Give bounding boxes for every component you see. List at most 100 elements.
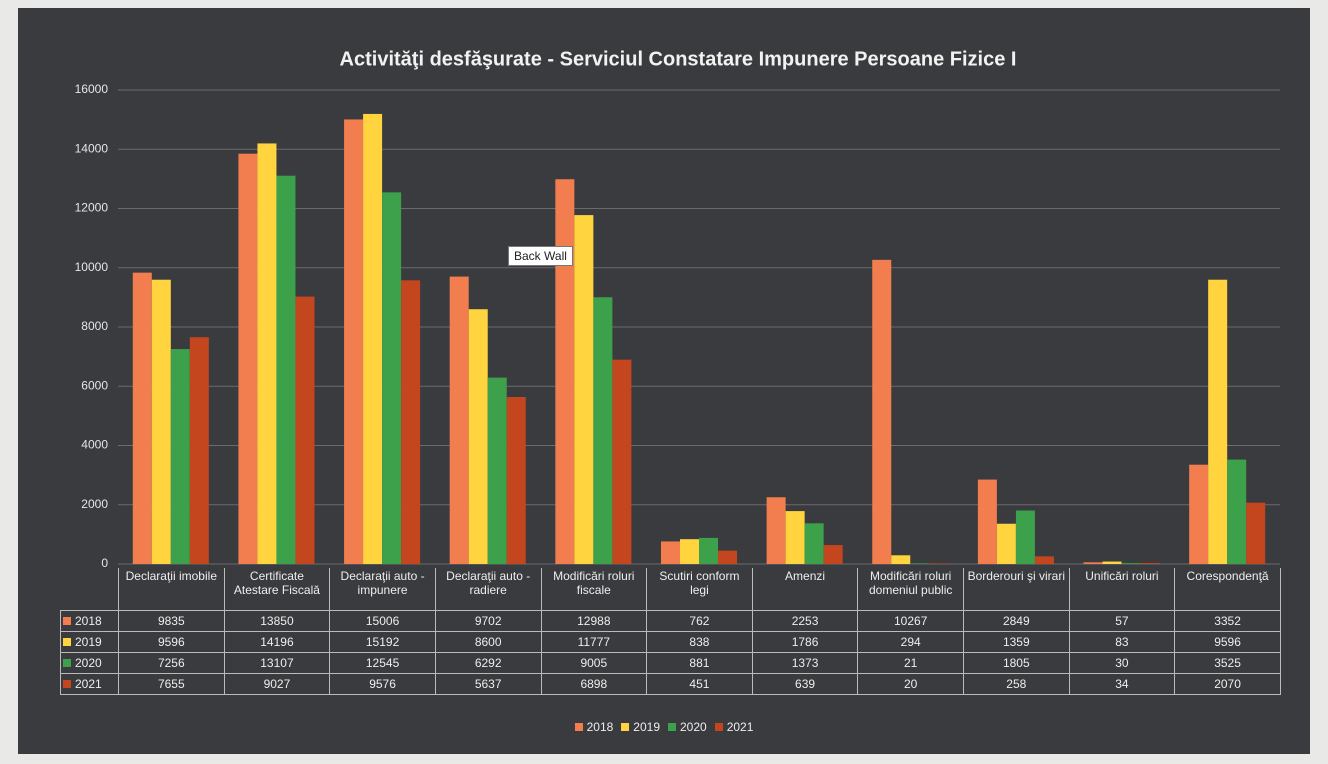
bar — [344, 119, 364, 564]
table-value: 8600 — [434, 631, 542, 653]
table-value: 881 — [646, 652, 753, 674]
y-tick-label: 12000 — [75, 201, 109, 215]
legend-key — [63, 659, 71, 667]
annotation: Back Wall — [508, 246, 573, 266]
bar — [132, 272, 152, 564]
row-header: 2021 — [60, 673, 119, 695]
table-value: 1359 — [963, 631, 1070, 653]
table-value: 5637 — [434, 673, 542, 695]
bar — [1015, 510, 1035, 564]
bar — [295, 296, 315, 564]
legend-swatch — [714, 723, 723, 731]
table-value: 9596 — [1174, 631, 1281, 653]
legend-item: 2019 — [621, 720, 660, 734]
table-value: 3352 — [1174, 610, 1281, 632]
x-tick-label: Declaraţii auto - radiere — [434, 568, 542, 611]
y-tick-label: 10000 — [75, 260, 109, 274]
table-value: 1373 — [751, 652, 859, 674]
bar — [1121, 563, 1141, 564]
bar — [506, 397, 526, 564]
y-tick-label: 2000 — [81, 497, 108, 511]
table-value: 13107 — [223, 652, 331, 674]
table-value: 9005 — [540, 652, 648, 674]
bar — [574, 215, 594, 564]
table-value: 451 — [646, 673, 753, 695]
legend-label: 2019 — [633, 720, 660, 734]
y-tick-label: 8000 — [81, 319, 108, 333]
table-value: 15006 — [329, 610, 436, 632]
bar — [1083, 562, 1103, 564]
bar — [996, 523, 1016, 564]
table-value: 7256 — [118, 652, 225, 674]
table-value: 9835 — [118, 610, 225, 632]
table-value: 9576 — [329, 673, 436, 695]
x-tick-label: Borderouri şi virari — [963, 568, 1070, 611]
x-tick-label: Declaraţii imobile — [118, 568, 225, 611]
row-label: 2018 — [75, 614, 102, 628]
corner-cell — [61, 568, 119, 611]
bar — [679, 539, 699, 564]
bar — [487, 377, 507, 564]
table-value: 83 — [1068, 631, 1176, 653]
x-tick-label: Modificări roluri fiscale — [540, 568, 648, 611]
legend: 2018 2019 2020 2021 — [18, 720, 1310, 734]
x-tick-label: Unificări roluri — [1068, 568, 1176, 611]
bar — [257, 143, 277, 565]
bar — [276, 175, 296, 564]
table-value: 9702 — [434, 610, 542, 632]
table-value: 7655 — [118, 673, 225, 695]
bar — [468, 309, 488, 564]
bar — [766, 497, 786, 564]
table-value: 14196 — [223, 631, 331, 653]
table-value: 1805 — [963, 652, 1070, 674]
legend-key — [63, 638, 71, 646]
table-value: 762 — [646, 610, 753, 632]
bar — [593, 297, 613, 564]
chart-panel: Activităţi desfăşurate - Serviciul Const… — [18, 8, 1310, 754]
table-value: 34 — [1068, 673, 1176, 695]
bar — [612, 359, 632, 564]
table-row: 2019 9596 14196 15192 8600 11777 838 1786 294 135… — [60, 631, 1281, 653]
table-value: 13850 — [223, 610, 331, 632]
bar — [382, 192, 402, 564]
bar — [363, 113, 383, 564]
x-tick-label: Modificări roluri domeniul public — [857, 568, 964, 611]
table-value: 639 — [751, 673, 859, 695]
table-value: 57 — [1068, 610, 1176, 632]
table-row: 2021 7655 9027 9576 5637 6898 451 639 20 258 34 207… — [60, 673, 1281, 695]
table-value: 3525 — [1174, 652, 1281, 674]
x-tick-label: Corespondenţă — [1174, 568, 1281, 611]
table-value: 2849 — [963, 610, 1070, 632]
y-tick-label: 0 — [101, 556, 108, 570]
legend-swatch — [621, 723, 630, 731]
x-tick-label: Certificate Atestare Fiscală — [223, 568, 331, 611]
row-label: 2021 — [75, 677, 102, 691]
legend-key — [63, 680, 71, 688]
chart-title: Activităţi desfăşurate - Serviciul Const… — [340, 48, 1017, 70]
table-header: Declaraţii imobile Certificate Atestare F… — [61, 568, 1281, 611]
bar — [189, 337, 209, 564]
table-value: 294 — [857, 631, 964, 653]
bar — [401, 280, 421, 564]
table-value: 30 — [1068, 652, 1176, 674]
bar — [804, 523, 824, 564]
legend-swatch — [668, 723, 676, 731]
table-value: 10267 — [857, 610, 964, 632]
legend-item: 2020 — [668, 720, 707, 734]
row-header: 2018 — [60, 610, 119, 632]
bar — [170, 349, 190, 564]
table-value: 1786 — [751, 631, 859, 653]
legend-item: 2021 — [714, 720, 754, 734]
table-row: 2020 7256 13107 12545 6292 9005 881 1373 21 1805 3… — [60, 652, 1281, 674]
y-tick-label: 16000 — [75, 82, 109, 96]
bar — [1189, 464, 1209, 564]
table-value: 12988 — [540, 610, 648, 632]
legend-label: 2021 — [726, 720, 754, 734]
y-tick-label: 14000 — [75, 141, 109, 155]
bar — [891, 555, 911, 564]
bar — [929, 563, 949, 564]
bar — [823, 545, 843, 564]
bar — [238, 153, 258, 564]
table-value: 6898 — [540, 673, 648, 695]
table-value: 9596 — [118, 631, 225, 653]
